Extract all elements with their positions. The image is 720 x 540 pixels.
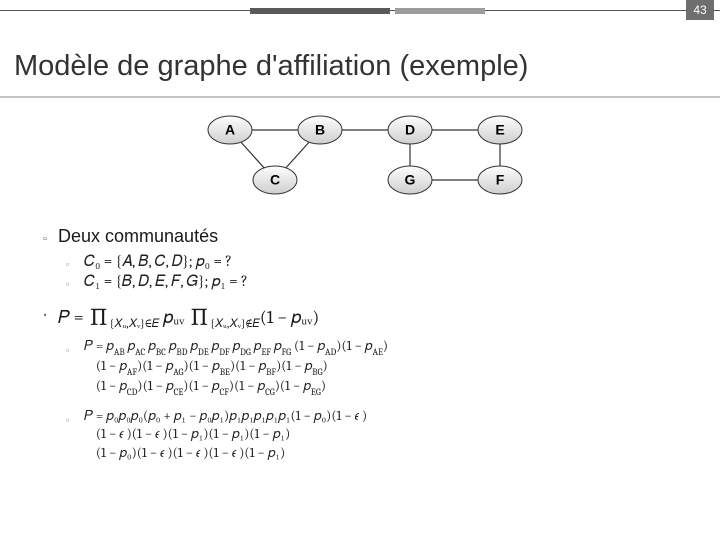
probability-formula: 𝑃 = ∏{𝑋ᵤ,𝑋ᵥ}∈𝐸 𝑝ᵤᵥ ∏{𝑋ᵤ,𝑋ᵥ}∉𝐸(1 − 𝑝ᵤᵥ): [58, 302, 319, 330]
expansion-community: 𝑃 = 𝑝₀𝑝₀𝑝₀(𝑝₀ + 𝑝₁ − 𝑝₀𝑝₁)𝑝₁𝑝₁𝑝₁𝑝₁𝑝₁(1 −…: [84, 408, 367, 463]
graph-node-label: C: [270, 172, 280, 188]
product-symbol-icon: ∏: [188, 304, 210, 332]
community-c1: 𝐶₁ = {𝐵, 𝐷, 𝐸, 𝐹, 𝐺}; 𝑝₁ = ?: [84, 272, 248, 291]
sub-bullet-icon: ▫: [66, 341, 76, 361]
sub-bullet-icon: ▫: [66, 255, 76, 275]
graph-node-label: G: [405, 172, 416, 188]
heading-two-communities: Deux communautés: [58, 226, 218, 247]
title-underline: [0, 96, 720, 98]
community-c0: 𝐶₀ = {𝐴, 𝐵, 𝐶, 𝐷}; 𝑝₀ = ?: [84, 252, 232, 271]
graph-node-label: E: [495, 122, 504, 138]
slide-body: ▫ Deux communautés ▫ 𝐶₀ = {𝐴, 𝐵, 𝐶, 𝐷}; …: [40, 226, 680, 463]
exp2-line2: (1 − 𝜖 )(1 − 𝜖 )(1 − 𝑝₁)(1 − 𝑝₁)(1 − 𝑝₁): [96, 427, 290, 442]
expansion-pairwise: 𝑃 = 𝑝AB 𝑝AC 𝑝BC 𝑝BD 𝑝DE 𝑝DF 𝑝DG 𝑝EF 𝑝FG …: [84, 338, 388, 398]
bullet-icon: •: [40, 304, 50, 326]
topbar-segment: [395, 8, 485, 14]
graph-node-label: B: [315, 122, 325, 138]
formula-subset-out: {𝑋ᵤ,𝑋ᵥ}∉𝐸: [210, 316, 260, 330]
sub-bullet-icon: ▫: [66, 411, 76, 431]
formula-mid1: 𝑝ᵤᵥ: [159, 307, 188, 328]
product-symbol-icon: ∏: [88, 304, 110, 332]
sub-bullet-icon: ▫: [66, 275, 76, 295]
exp2-line3: (1 − 𝑝₀)(1 − 𝜖 )(1 − 𝜖 )(1 − 𝜖 )(1 − 𝑝₁): [96, 446, 285, 461]
formula-subset-in: {𝑋ᵤ,𝑋ᵥ}∈𝐸: [109, 316, 159, 330]
graph-node-label: D: [405, 122, 415, 138]
bullet-icon: ▫: [40, 228, 50, 250]
topbar-segment: [250, 8, 390, 14]
slide-top-bar: [0, 6, 720, 24]
exp2-line1: 𝑃 = 𝑝₀𝑝₀𝑝₀(𝑝₀ + 𝑝₁ − 𝑝₀𝑝₁)𝑝₁𝑝₁𝑝₁𝑝₁𝑝₁(1 −…: [84, 409, 367, 424]
affiliation-graph: A B D E C G F: [200, 108, 540, 218]
formula-prefix: 𝑃 =: [58, 307, 88, 328]
graph-node-label: F: [496, 172, 505, 188]
graph-node-label: A: [225, 122, 235, 138]
page-title: Modèle de graphe d'affiliation (exemple): [14, 50, 528, 83]
formula-mid2: (1 − 𝑝ᵤᵥ): [260, 307, 319, 328]
slide-number: 43: [686, 0, 714, 20]
